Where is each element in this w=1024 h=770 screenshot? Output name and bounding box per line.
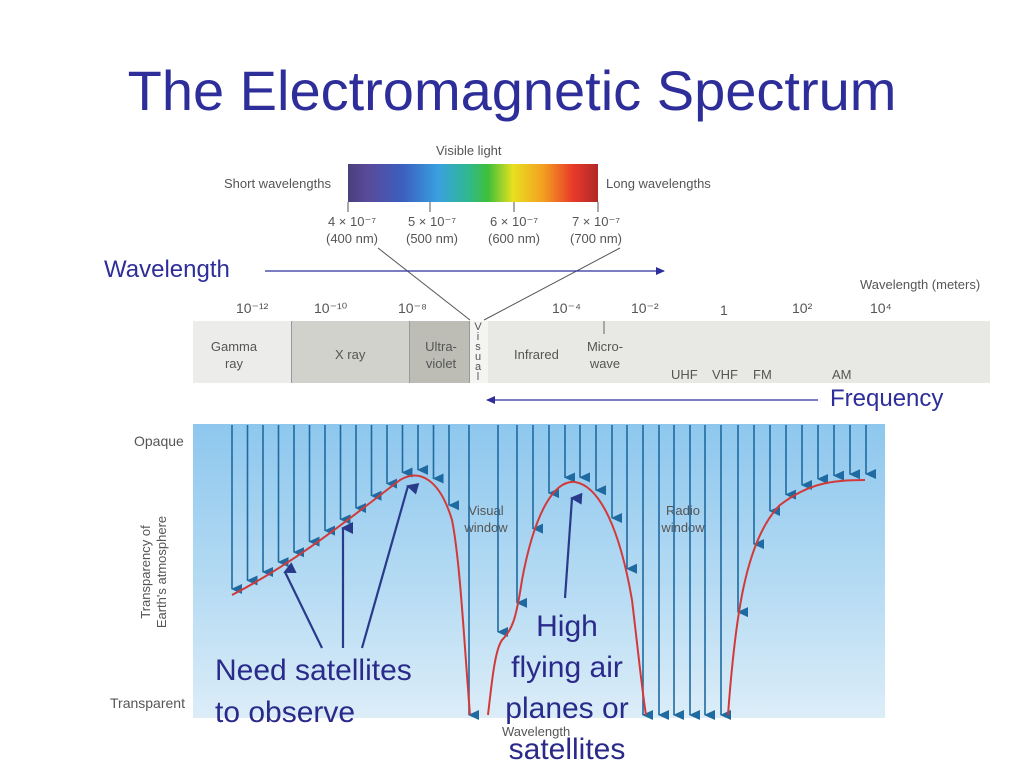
absorption-arrows: [231, 425, 876, 720]
axis-tick: 10⁻⁸: [398, 300, 427, 316]
band-gamma: [193, 321, 291, 383]
short-wavelengths-label: Short wavelengths: [224, 176, 331, 191]
visible-tick-600: 6 × 10⁻⁷ (600 nm): [487, 214, 541, 246]
annotation-arrows: [283, 482, 583, 649]
visible-tick-500: 5 × 10⁻⁷ (500 nm): [405, 214, 459, 246]
visible-light-label: Visible light: [436, 143, 502, 158]
frequency-label: Frequency: [830, 385, 944, 412]
page-title: The Electromagnetic Spectrum: [127, 59, 897, 122]
am-label: AM: [832, 367, 852, 382]
airplanes-annotation: High flying air planes or satellites: [505, 610, 629, 766]
xray-label: X ray: [335, 347, 366, 362]
axis-tick: 10⁻⁴: [552, 300, 581, 316]
zoom-line-left: [377, 247, 471, 321]
transparency-curve: [231, 474, 866, 716]
spectrum-band: [193, 321, 990, 383]
axis-tick: 10⁻¹⁰: [314, 300, 348, 316]
axis-tick: 10⁻¹²: [236, 300, 269, 316]
visual-window-label: Visual window: [464, 503, 508, 535]
visible-spectrum-bar: [348, 164, 598, 202]
axis-tick: 10⁴: [870, 300, 892, 316]
fm-label: FM: [753, 367, 772, 382]
opaque-label: Opaque: [134, 433, 184, 449]
visible-tick-700: 7 × 10⁻⁷ (700 nm): [569, 214, 623, 246]
band-long: [488, 321, 990, 383]
long-wavelengths-label: Long wavelengths: [606, 176, 711, 191]
zoom-line-right: [483, 247, 621, 321]
wavelength-unit-label: Wavelength (meters): [860, 277, 981, 292]
spectrum-bracket: [347, 202, 621, 321]
uv-label: Ultra-violet: [425, 339, 457, 371]
visible-tick-400: 4 × 10⁻⁷ (400 nm): [325, 214, 379, 246]
axis-tick: 1: [720, 302, 728, 318]
gamma-label: Gamma ray: [210, 339, 258, 371]
vhf-label: VHF: [712, 367, 738, 382]
band-uv: [409, 321, 470, 383]
wavelength-label: Wavelength: [104, 256, 230, 283]
atmosphere-x-label: Wavelength: [502, 724, 571, 739]
need-satellites-annotation: Need satellites to observe: [215, 654, 412, 729]
transparent-label: Transparent: [110, 695, 185, 711]
band-xray: [291, 321, 410, 383]
axis-tick: 10²: [792, 300, 813, 316]
axis-tick: 10⁻²: [631, 300, 659, 316]
microwave-label: Micro-wave: [586, 339, 624, 371]
uhf-label: UHF: [671, 367, 698, 382]
infrared-label: Infrared: [514, 347, 559, 362]
